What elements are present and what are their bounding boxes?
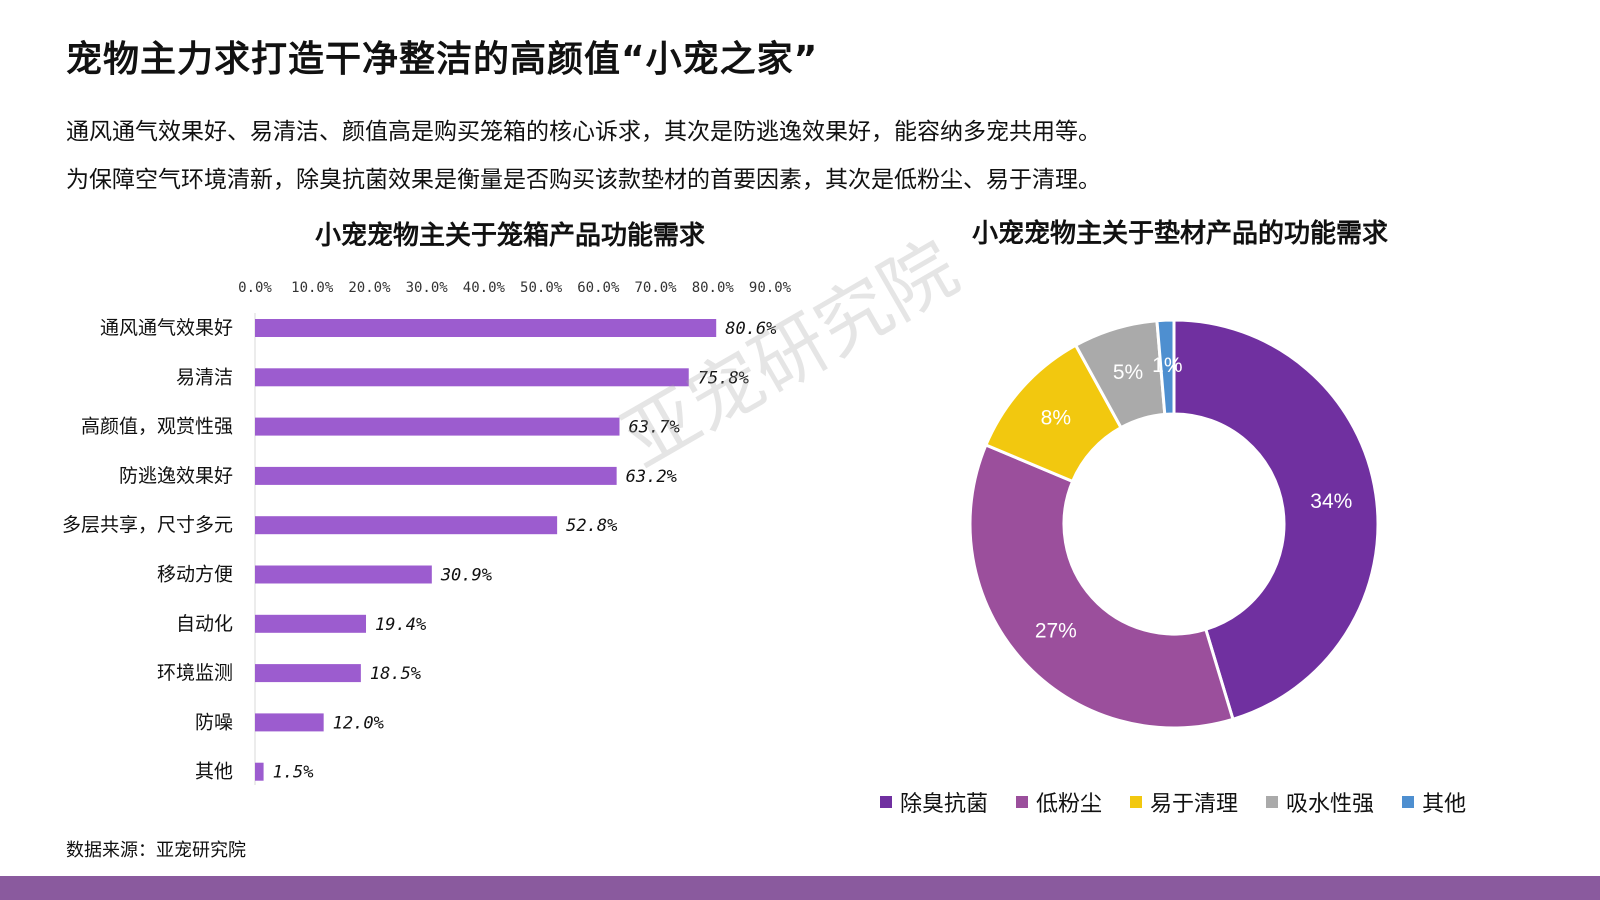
donut-slice — [968, 442, 1235, 730]
bar-value-label: 1.5% — [273, 763, 314, 783]
donut-legend: 除臭抗菌 低粉尘 易于清理 吸水性强 其他 — [880, 786, 1466, 818]
bar-value-label: 18.5% — [370, 664, 421, 684]
slice-value-label: 8% — [1041, 407, 1071, 430]
legend-label: 易于清理 — [1150, 792, 1239, 817]
category-label: 自动化 — [176, 613, 233, 635]
x-tick-label: 40.0% — [463, 280, 506, 296]
bar — [255, 614, 367, 633]
legend-swatch — [1016, 796, 1029, 808]
category-label: 高颜值，观赏性强 — [81, 416, 233, 438]
bar — [255, 565, 432, 584]
slice-value-label: 34% — [1310, 490, 1352, 513]
data-source: 数据来源：亚宠研究院 — [66, 840, 246, 861]
donut-slice — [1155, 318, 1176, 417]
category-label: 防逃逸效果好 — [119, 465, 233, 487]
description-line-2: 为保障空气环境清新，除臭抗菌效果是衡量是否购买该款垫材的首要因素，其次是低粉尘、… — [66, 167, 1101, 193]
slice-value-label: 1% — [1152, 354, 1182, 377]
slice-value-label: 5% — [1113, 361, 1143, 384]
x-tick-label: 0.0% — [238, 280, 272, 296]
legend-swatch — [880, 796, 892, 808]
legend-item: 吸水性强 — [1266, 786, 1374, 818]
bottom-band — [0, 876, 1600, 900]
legend-swatch — [1266, 796, 1279, 808]
bar — [255, 417, 620, 436]
category-label: 移动方便 — [157, 564, 233, 586]
x-tick-label: 50.0% — [520, 280, 563, 296]
category-label: 多层共享，尺寸多元 — [62, 514, 233, 536]
category-label: 其他 — [195, 761, 233, 783]
x-tick-label: 10.0% — [291, 280, 334, 296]
category-label: 易清洁 — [176, 366, 233, 388]
donut-chart-title: 小宠宠物主关于垫材产品的功能需求 — [971, 219, 1388, 249]
bar-value-label: 63.7% — [629, 418, 680, 438]
category-label: 防噪 — [195, 711, 233, 733]
bar — [255, 713, 324, 732]
bar — [255, 516, 558, 535]
x-tick-label: 90.0% — [749, 280, 792, 296]
donut-slice — [1172, 318, 1380, 722]
legend-item: 易于清理 — [1130, 786, 1238, 818]
bar — [255, 664, 361, 683]
legend-label: 吸水性强 — [1286, 792, 1375, 817]
legend-label: 低粉尘 — [1036, 792, 1103, 817]
bar-value-label: 30.9% — [440, 566, 492, 586]
bar-value-label: 80.6% — [725, 319, 776, 339]
bar-value-label: 75.8% — [698, 368, 749, 388]
legend-swatch — [1402, 796, 1415, 808]
bar — [255, 762, 264, 781]
legend-swatch — [1130, 796, 1143, 808]
legend-item: 除臭抗菌 — [880, 786, 988, 818]
description-line-1: 通风通气效果好、易清洁、颜值高是购买笼箱的核心诉求，其次是防逃逸效果好，能容纳多… — [66, 119, 1101, 145]
x-tick-label: 60.0% — [577, 280, 620, 296]
x-tick-label: 70.0% — [634, 280, 677, 296]
bar — [255, 319, 717, 337]
legend-item: 低粉尘 — [1016, 786, 1102, 818]
legend-item: 其他 — [1402, 786, 1466, 818]
x-tick-label: 80.0% — [692, 280, 735, 296]
category-label: 环境监测 — [157, 662, 233, 684]
legend-label: 除臭抗菌 — [900, 792, 989, 817]
bar-chart-title: 小宠宠物主关于笼箱产品功能需求 — [314, 221, 705, 251]
x-tick-label: 20.0% — [348, 280, 391, 296]
page-title: 宠物主力求打造干净整洁的高颜值“小宠之家” — [66, 39, 819, 80]
bar-value-label: 19.4% — [375, 615, 426, 635]
bar — [255, 466, 617, 485]
x-tick-label: 30.0% — [406, 280, 449, 296]
category-label: 通风通气效果好 — [100, 317, 233, 339]
bar-value-label: 63.2% — [626, 467, 677, 487]
bar — [255, 368, 689, 387]
bar-value-label: 52.8% — [566, 516, 617, 536]
slice-value-label: 27% — [1035, 619, 1077, 642]
bar-value-label: 12.0% — [333, 713, 384, 733]
legend-label: 其他 — [1422, 792, 1467, 817]
